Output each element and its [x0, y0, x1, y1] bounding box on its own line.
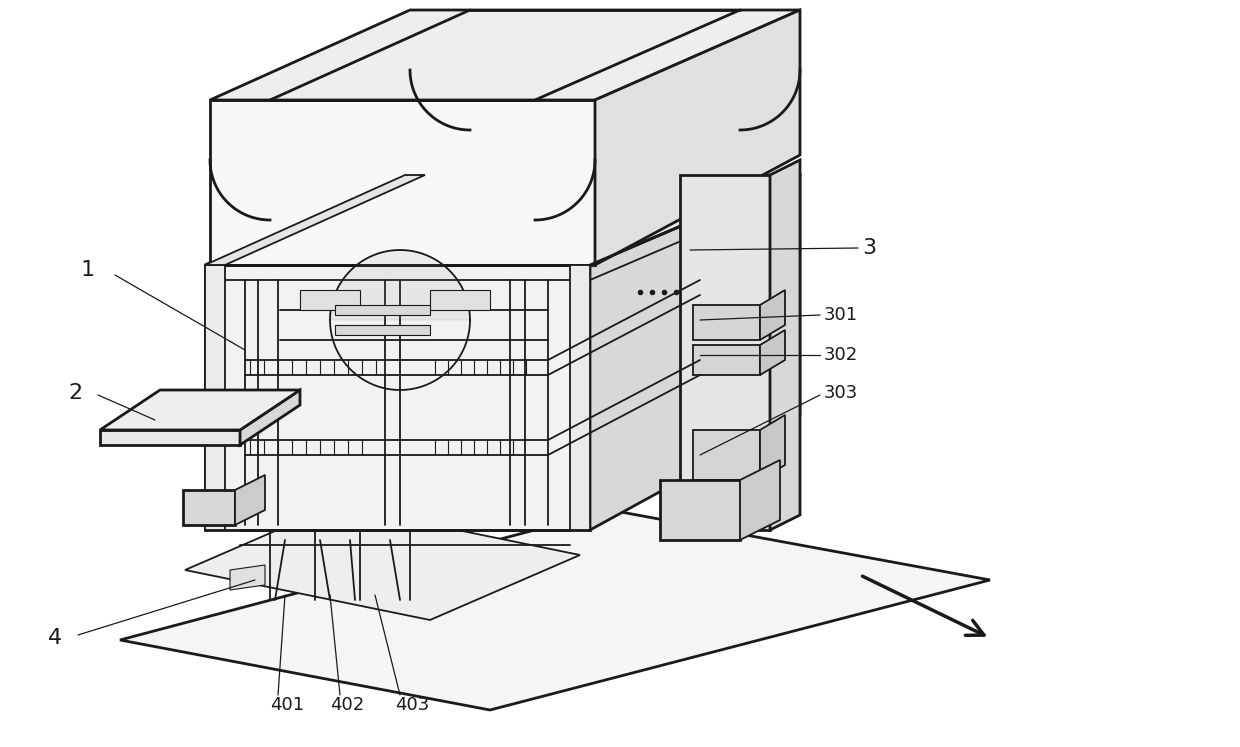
Polygon shape: [205, 175, 800, 265]
Text: 3: 3: [862, 238, 877, 258]
Polygon shape: [760, 415, 785, 480]
Text: 302: 302: [825, 346, 858, 364]
Polygon shape: [595, 10, 800, 265]
Polygon shape: [205, 265, 590, 530]
Text: 401: 401: [270, 696, 304, 714]
Polygon shape: [236, 475, 265, 525]
Polygon shape: [740, 460, 780, 540]
Polygon shape: [210, 100, 595, 265]
Polygon shape: [693, 345, 760, 375]
Polygon shape: [335, 325, 430, 335]
Polygon shape: [760, 330, 785, 375]
Polygon shape: [770, 160, 800, 530]
Polygon shape: [229, 565, 265, 590]
Polygon shape: [241, 390, 300, 445]
Text: 402: 402: [330, 696, 365, 714]
Polygon shape: [300, 290, 360, 310]
Polygon shape: [205, 175, 425, 265]
Polygon shape: [693, 305, 760, 340]
Polygon shape: [185, 505, 580, 620]
Polygon shape: [590, 175, 800, 530]
Text: 403: 403: [396, 696, 429, 714]
Polygon shape: [100, 390, 300, 430]
Polygon shape: [120, 510, 990, 710]
Polygon shape: [210, 10, 800, 100]
Polygon shape: [205, 265, 224, 530]
Text: 303: 303: [825, 384, 858, 402]
Polygon shape: [693, 430, 760, 480]
Polygon shape: [660, 480, 740, 540]
Polygon shape: [770, 175, 800, 415]
Polygon shape: [570, 265, 590, 530]
Text: 301: 301: [825, 306, 858, 324]
Polygon shape: [430, 290, 490, 310]
Polygon shape: [335, 305, 430, 315]
Polygon shape: [760, 290, 785, 340]
Text: 2: 2: [68, 383, 82, 403]
Text: 1: 1: [81, 260, 95, 280]
Polygon shape: [330, 250, 470, 320]
Polygon shape: [184, 490, 236, 525]
Text: 4: 4: [48, 628, 62, 648]
Polygon shape: [680, 175, 770, 530]
Polygon shape: [100, 430, 241, 445]
